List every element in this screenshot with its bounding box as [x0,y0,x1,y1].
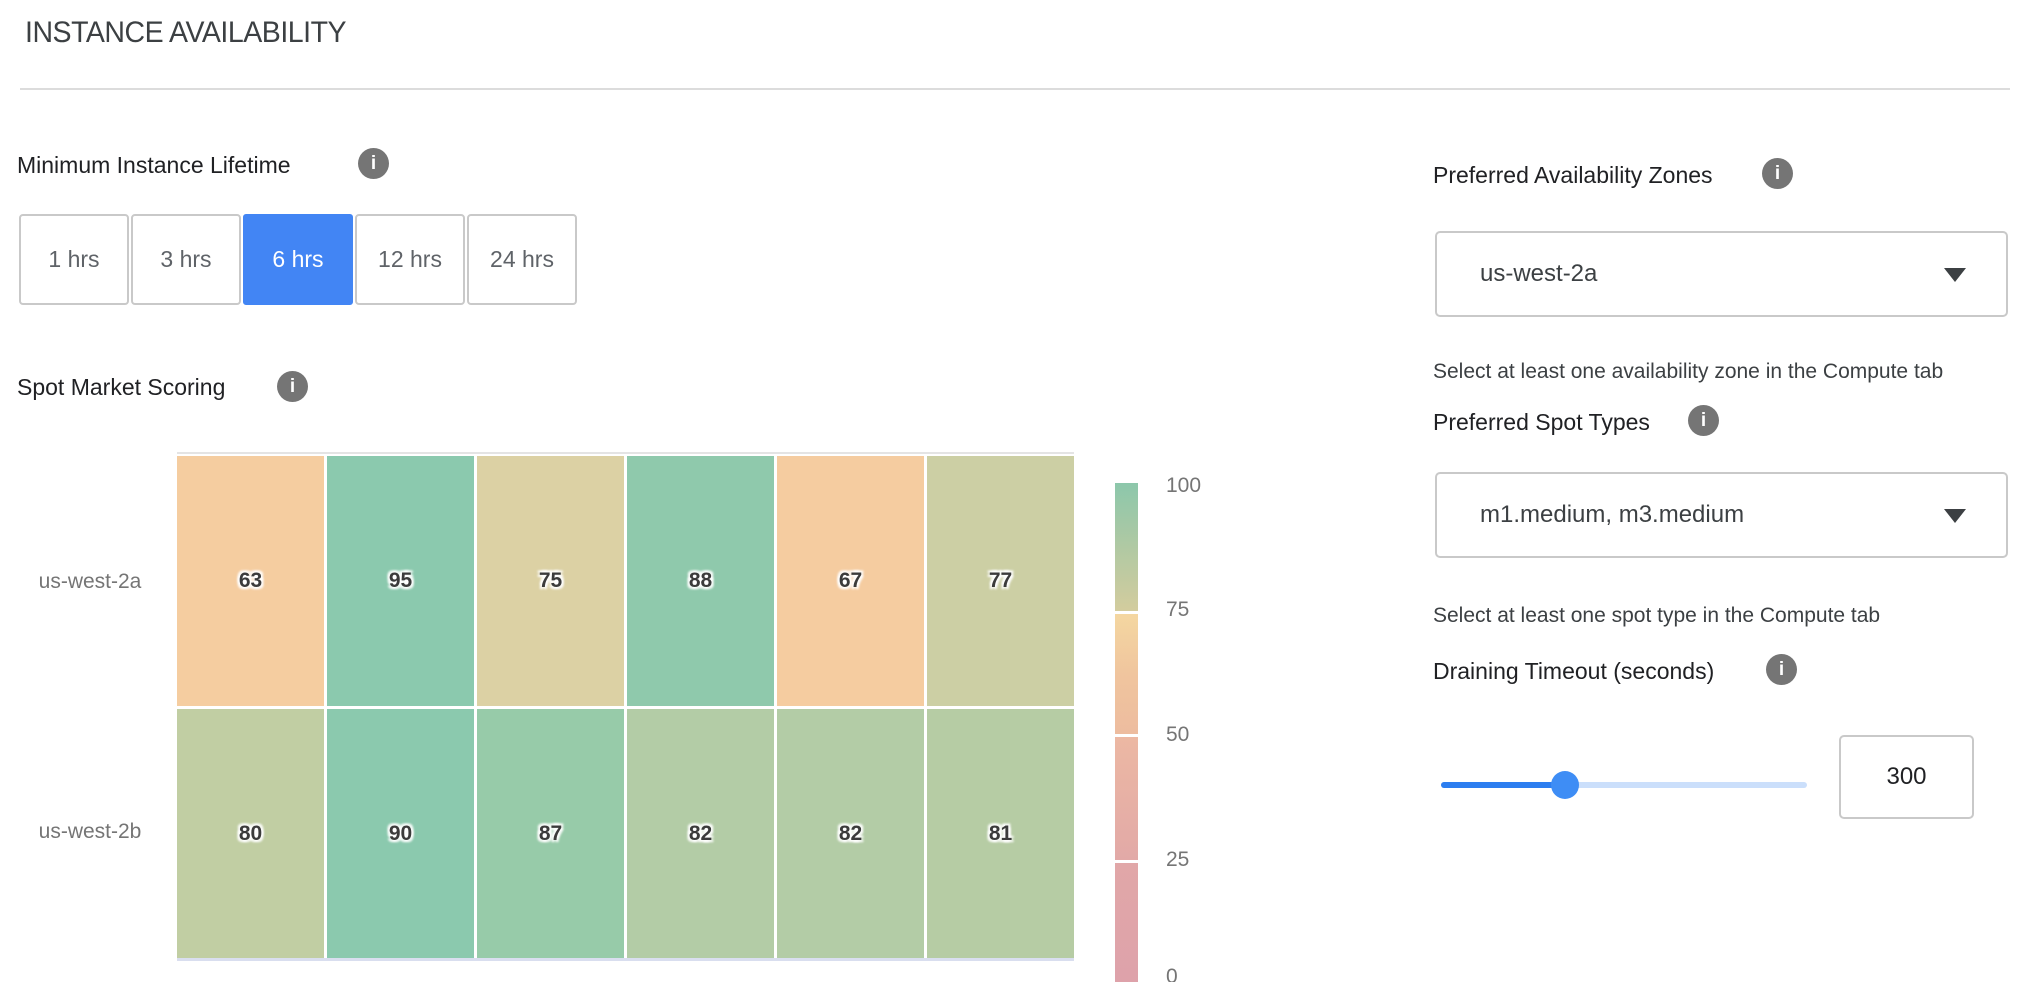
heatmap-cell: 80 [177,709,324,958]
heatmap: 63 95 75 88 67 77 80 90 87 82 82 81 [177,456,1074,958]
lifetime-option-1hrs[interactable]: 1 hrs [19,214,129,305]
chevron-down-icon [1944,268,1966,282]
spot-market-scoring-label: Spot Market Scoring [17,374,226,400]
info-icon[interactable]: i [358,148,389,179]
preferred-availability-zones-label: Preferred Availability Zones [1433,162,1713,188]
heatmap-row-label: us-west-2a [38,570,142,593]
heatmap-cell: 63 [177,456,324,706]
colorbar-gap [1115,611,1138,614]
colorbar-tick-label: 25 [1166,848,1190,871]
colorbar-segment [1115,863,1138,982]
lifetime-option-12hrs[interactable]: 12 hrs [355,214,465,305]
preferred-spot-types-label: Preferred Spot Types [1433,409,1650,435]
draining-timeout-slider-track[interactable] [1441,782,1807,788]
colorbar-tick-label: 0 [1166,965,1178,982]
heatmap-cell: 75 [477,456,624,706]
spot-types-value: m1.medium, m3.medium [1480,501,1745,528]
info-icon-glyph: i [1774,163,1781,184]
minimum-instance-lifetime-label: Minimum Instance Lifetime [17,152,291,178]
heatmap-cell: 82 [627,709,774,958]
colorbar-segment [1115,614,1138,734]
heatmap-top-border [177,452,1074,454]
heatmap-cell: 95 [327,456,474,706]
heatmap-cell: 77 [927,456,1074,706]
info-icon-glyph: i [1778,659,1785,680]
heatmap-cell: 81 [927,709,1074,958]
draining-timeout-slider-handle[interactable] [1551,771,1580,799]
lifetime-option-24hrs[interactable]: 24 hrs [467,214,577,305]
lifetime-button-group: 1 hrs 3 hrs 6 hrs 12 hrs 24 hrs [19,214,577,305]
spot-types-dropdown[interactable]: m1.medium, m3.medium [1435,472,2008,558]
draining-timeout-label: Draining Timeout (seconds) [1433,658,1715,684]
info-icon-glyph: i [289,376,296,397]
heatmap-cell: 90 [327,709,474,958]
draining-timeout-slider-fill [1441,782,1566,788]
colorbar-tick-label: 75 [1166,598,1190,621]
lifetime-option-3hrs[interactable]: 3 hrs [131,214,241,305]
availability-zones-helper: Select at least one availability zone in… [1433,360,1944,383]
heatmap-cell: 88 [627,456,774,706]
heatmap-cell: 87 [477,709,624,958]
chevron-down-icon [1944,509,1966,523]
colorbar-tick-label: 50 [1166,723,1190,746]
heatmap-row-label: us-west-2b [38,820,142,843]
title-divider [20,88,2010,90]
colorbar-gap [1115,734,1138,737]
colorbar-tick-label: 100 [1166,474,1202,497]
info-icon[interactable]: i [1762,158,1793,189]
spot-types-helper: Select at least one spot type in the Com… [1433,604,1881,627]
info-icon[interactable]: i [277,371,308,402]
heatmap-bottom-edge [177,958,1074,961]
availability-zones-dropdown[interactable]: us-west-2a [1435,231,2008,317]
colorbar-segment [1115,483,1138,611]
info-icon-glyph: i [1700,410,1707,431]
availability-zones-value: us-west-2a [1480,260,1598,287]
heatmap-cell: 82 [777,709,924,958]
info-icon-glyph: i [370,153,377,174]
info-icon[interactable]: i [1688,405,1719,436]
draining-timeout-input[interactable] [1839,735,1974,819]
page-title: INSTANCE AVAILABILITY [25,16,347,49]
colorbar-segment [1115,737,1138,860]
colorbar-gap [1115,860,1138,863]
heatmap-cell: 67 [777,456,924,706]
info-icon[interactable]: i [1766,654,1797,685]
lifetime-option-6hrs[interactable]: 6 hrs [243,214,353,305]
heatmap-colorbar [1115,483,1138,982]
